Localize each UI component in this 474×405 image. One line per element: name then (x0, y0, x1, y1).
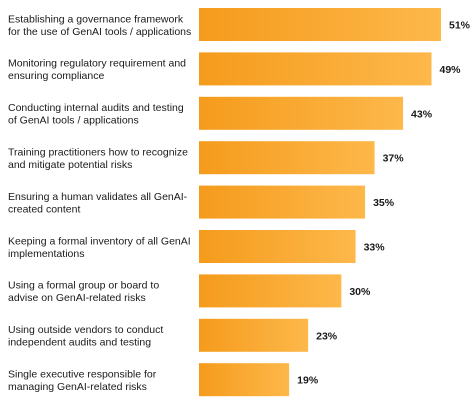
value-label: 37% (383, 153, 405, 165)
value-label: 51% (449, 20, 471, 32)
bar (199, 52, 432, 86)
bar (199, 8, 441, 41)
category-label: Keeping a formal inventory of all GenAI i… (8, 235, 191, 260)
category-label: Training practitioners how to recognize a… (8, 146, 188, 171)
bar (199, 274, 342, 308)
category-label: Single executive responsible for managing… (8, 368, 157, 393)
category-labels: Establishing a governance framework for t… (8, 13, 191, 393)
category-label: Using outside vendors to conduct independ… (8, 324, 163, 349)
value-label: 30% (349, 286, 371, 298)
value-label: 19% (297, 375, 319, 387)
value-label: 49% (440, 64, 462, 76)
value-label: 43% (411, 108, 433, 120)
category-label: Conducting internal audits and testing of… (8, 102, 184, 127)
bar (199, 318, 309, 352)
bar (199, 363, 290, 397)
value-label: 23% (316, 330, 338, 342)
category-label: Establishing a governance framework for t… (8, 13, 191, 38)
bar (199, 230, 356, 263)
category-label: Using a formal group or board to advise o… (8, 280, 159, 305)
value-label: 33% (364, 242, 386, 254)
category-label: Ensuring a human validates all GenAI-cre… (8, 191, 188, 216)
value-labels: 51% 49% 43% 37% 35% 33% 30% 23% 19% (297, 20, 471, 387)
bar (199, 185, 366, 219)
category-label: Monitoring regulatory requirement and ens… (8, 58, 186, 83)
value-label: 35% (373, 197, 395, 209)
bar (199, 141, 375, 175)
bar (199, 96, 404, 130)
bars (199, 8, 441, 397)
